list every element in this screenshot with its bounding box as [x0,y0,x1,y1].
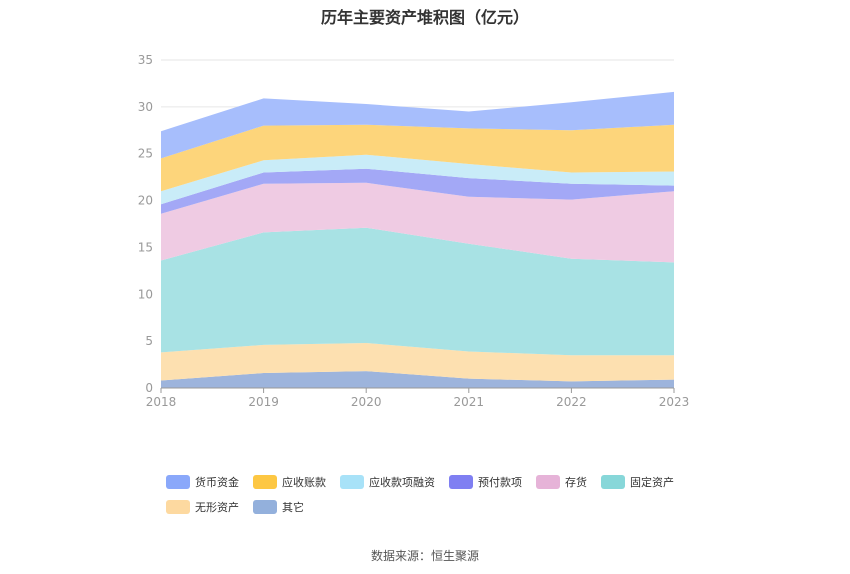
area-应收款项融资 [161,154,674,205]
y-tick-label: 10 [138,287,153,301]
x-tick-label: 2019 [248,395,279,409]
source-note: 数据来源：恒生聚源 [370,549,479,563]
legend-item[interactable]: 其它 [253,499,304,515]
legend-swatch [601,475,625,489]
legend-label: 应收款项融资 [369,476,435,489]
legend-label: 固定资产 [630,476,674,489]
x-tick-label: 2023 [659,395,690,409]
y-tick-label: 30 [138,100,153,114]
legend-item[interactable]: 预付款项 [449,474,522,490]
legend-item[interactable]: 存货 [536,474,587,490]
chart-title: 历年主要资产堆积图（亿元） [320,8,529,27]
legend-label: 其它 [282,501,304,514]
legend-swatch [253,475,277,489]
legend-swatch [253,500,277,514]
axes: 0 5 10 15 20 25 30 35 2018 2019 2020 2021 2022 2023 [138,53,690,409]
area-series [161,91,674,388]
area-预付款项 [161,168,674,214]
x-tick-label: 2022 [556,395,587,409]
legend-swatch [166,475,190,489]
legend-item[interactable]: 无形资产 [166,499,239,515]
chart-legend: 货币资金 应收账款 应收款项融资 预付款项 存货 固定资产无形资产 其它 [166,474,706,515]
area-存货 [161,182,674,263]
legend-item[interactable]: 固定资产 [601,474,674,490]
y-tick-label: 0 [145,381,153,395]
legend-swatch [449,475,473,489]
legend-label: 预付款项 [478,476,522,489]
y-tick-label: 20 [138,194,153,208]
legend-item[interactable]: 货币资金 [166,474,239,490]
y-tick-label: 35 [138,53,153,67]
legend-swatch [166,500,190,514]
area-其它 [161,371,674,388]
y-tick-label: 15 [138,240,153,254]
legend-label: 应收账款 [282,476,326,489]
legend-swatch [340,475,364,489]
area-固定资产 [161,227,674,356]
x-tick-label: 2020 [351,395,382,409]
y-tick-label: 5 [145,334,153,348]
legend-item[interactable]: 应收账款 [253,474,326,490]
legend-label: 无形资产 [195,501,239,514]
legend-item[interactable]: 应收款项融资 [340,474,435,490]
area-货币资金 [161,91,674,159]
legend-swatch [536,475,560,489]
x-tick-label: 2021 [454,395,485,409]
y-tick-label: 25 [138,147,153,161]
area-应收账款 [161,124,674,192]
area-无形资产 [161,343,674,382]
x-tick-label: 2018 [146,395,177,409]
legend-label: 存货 [565,476,587,489]
legend-label: 货币资金 [195,476,239,489]
